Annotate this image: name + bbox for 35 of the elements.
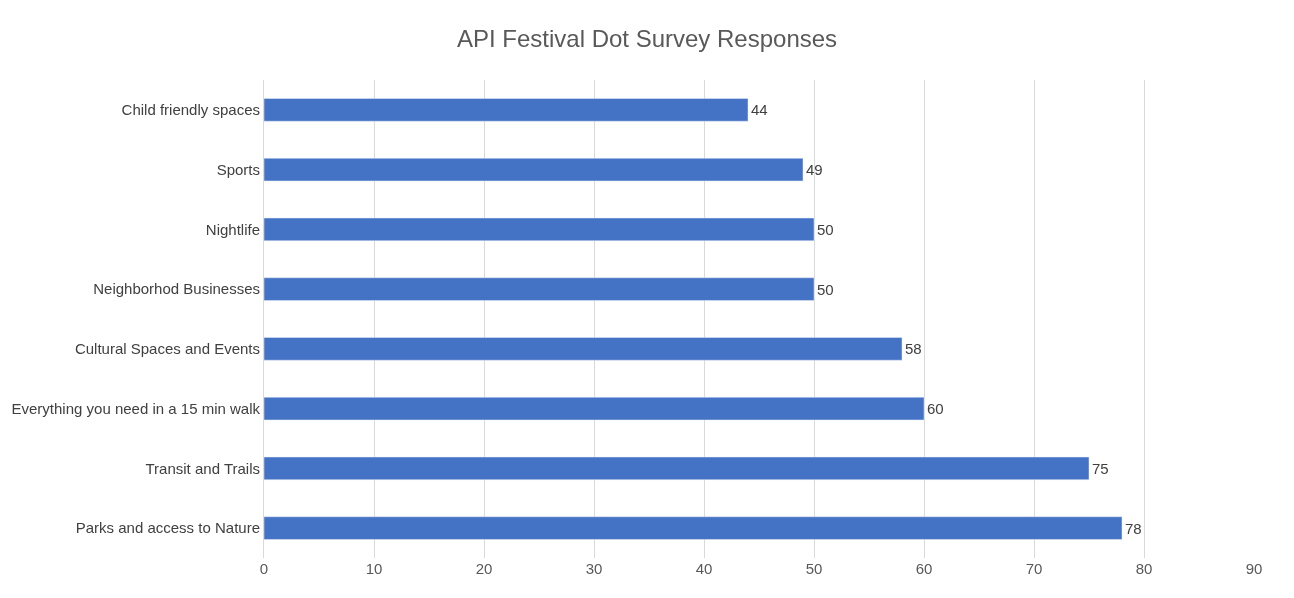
data-label: 50 (817, 280, 834, 298)
x-tick-label: 40 (695, 560, 713, 577)
x-tick-label: 0 (259, 560, 269, 577)
data-label: 58 (905, 340, 922, 358)
y-tick-label: Child friendly spaces (121, 101, 260, 119)
data-label: 49 (806, 161, 823, 179)
bar (264, 397, 925, 421)
data-label: 75 (1092, 459, 1109, 477)
x-tick-label: 50 (805, 560, 823, 577)
data-label: 44 (751, 101, 768, 119)
x-tick-label: 20 (475, 560, 493, 577)
y-tick-label: Transit and Trails (145, 459, 260, 477)
chart-title: API Festival Dot Survey Responses (456, 24, 838, 52)
bar (264, 456, 1090, 480)
x-tick-label: 10 (365, 560, 383, 577)
bar (264, 277, 815, 301)
x-tick-label: 80 (1135, 560, 1153, 577)
data-label: 50 (817, 220, 834, 238)
x-tick-label: 30 (585, 560, 603, 577)
x-tick-label: 90 (1245, 560, 1263, 577)
bar (264, 337, 903, 361)
bar (264, 516, 1123, 540)
y-tick-label: Parks and access to Nature (75, 519, 260, 537)
x-tick-label: 60 (915, 560, 933, 577)
data-label: 78 (1125, 519, 1142, 537)
y-tick-label: Nightlife (205, 220, 260, 238)
data-label: 60 (927, 400, 944, 418)
y-tick-label: Everything you need in a 15 min walk (11, 399, 261, 417)
y-tick-label: Sports (216, 160, 260, 178)
y-tick-label: Neighborhod Businesses (93, 280, 260, 298)
bar (264, 217, 815, 241)
bar (264, 158, 804, 182)
bar (264, 98, 749, 122)
x-tick-label: 70 (1025, 560, 1043, 577)
y-tick-label: Cultural Spaces and Events (74, 340, 260, 358)
